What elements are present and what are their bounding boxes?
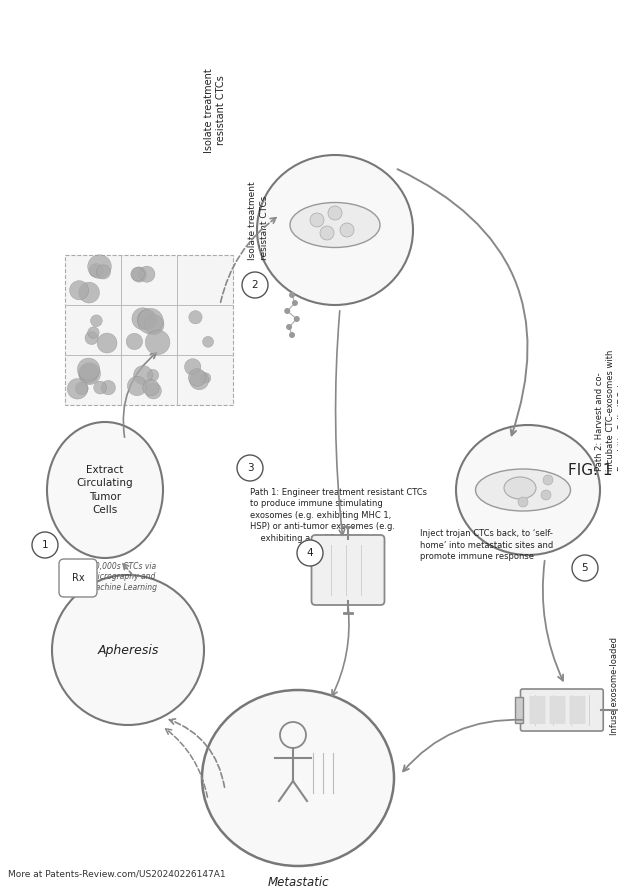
Text: 4: 4 bbox=[307, 548, 313, 558]
Circle shape bbox=[147, 369, 159, 381]
Circle shape bbox=[32, 532, 58, 558]
Text: 10,000s CTCs via
Micrography and
Machine Learning: 10,000s CTCs via Micrography and Machine… bbox=[89, 562, 157, 591]
FancyBboxPatch shape bbox=[530, 696, 546, 724]
Circle shape bbox=[286, 324, 292, 330]
Circle shape bbox=[143, 379, 159, 396]
Ellipse shape bbox=[456, 425, 600, 555]
Circle shape bbox=[79, 365, 98, 383]
Circle shape bbox=[88, 327, 99, 338]
Text: 5: 5 bbox=[582, 563, 588, 573]
Text: 3: 3 bbox=[247, 463, 253, 473]
Text: FIG. 1: FIG. 1 bbox=[568, 463, 612, 478]
Circle shape bbox=[518, 497, 528, 507]
Ellipse shape bbox=[290, 202, 380, 248]
Circle shape bbox=[201, 373, 211, 383]
FancyBboxPatch shape bbox=[570, 696, 585, 724]
Text: Infuse exosome-loaded
DCs back to the patient: Infuse exosome-loaded DCs back to the pa… bbox=[610, 635, 618, 734]
FancyBboxPatch shape bbox=[65, 255, 233, 405]
Circle shape bbox=[133, 366, 153, 385]
Circle shape bbox=[131, 267, 145, 281]
Circle shape bbox=[237, 455, 263, 481]
FancyBboxPatch shape bbox=[515, 697, 522, 724]
Circle shape bbox=[572, 555, 598, 581]
Circle shape bbox=[101, 380, 116, 395]
Circle shape bbox=[289, 332, 295, 338]
Circle shape bbox=[289, 292, 295, 298]
Circle shape bbox=[127, 377, 146, 396]
Text: More at Patents-Review.com/US20240226147A1: More at Patents-Review.com/US20240226147… bbox=[8, 869, 226, 878]
Circle shape bbox=[294, 316, 300, 322]
FancyBboxPatch shape bbox=[520, 689, 603, 731]
Circle shape bbox=[190, 370, 209, 390]
Circle shape bbox=[126, 333, 143, 350]
Circle shape bbox=[145, 383, 161, 399]
Text: 2: 2 bbox=[252, 280, 258, 290]
Circle shape bbox=[96, 265, 111, 279]
Circle shape bbox=[77, 358, 99, 380]
Circle shape bbox=[78, 362, 101, 385]
Circle shape bbox=[70, 281, 89, 300]
FancyBboxPatch shape bbox=[311, 535, 384, 605]
Ellipse shape bbox=[475, 469, 570, 511]
Text: resistant CTCs: resistant CTCs bbox=[260, 195, 269, 260]
Circle shape bbox=[137, 310, 157, 329]
Circle shape bbox=[284, 308, 290, 314]
Text: Apheresis: Apheresis bbox=[97, 644, 159, 656]
Circle shape bbox=[97, 333, 117, 353]
Circle shape bbox=[138, 308, 163, 334]
Circle shape bbox=[320, 226, 334, 240]
Circle shape bbox=[139, 266, 155, 282]
Circle shape bbox=[340, 223, 354, 237]
Text: Metastatic
Cancer: Metastatic Cancer bbox=[267, 876, 329, 888]
Circle shape bbox=[185, 359, 201, 375]
Ellipse shape bbox=[202, 690, 394, 866]
FancyBboxPatch shape bbox=[549, 696, 565, 724]
Text: Path 1: Engineer treatment resistant CTCs
to produce immune stimulating
exosomes: Path 1: Engineer treatment resistant CTC… bbox=[250, 488, 427, 543]
Circle shape bbox=[242, 272, 268, 298]
Circle shape bbox=[292, 300, 298, 306]
Text: Rx: Rx bbox=[72, 573, 84, 583]
FancyBboxPatch shape bbox=[59, 559, 97, 597]
Text: Path 2: Harvest and co-
incubate CTC-exosomes with
Dendritic Cells (DCs).: Path 2: Harvest and co- incubate CTC-exo… bbox=[595, 350, 618, 472]
Circle shape bbox=[189, 311, 202, 324]
Circle shape bbox=[145, 330, 170, 354]
Circle shape bbox=[78, 282, 99, 303]
Text: Isolate treatment: Isolate treatment bbox=[248, 181, 257, 260]
Text: Extract
Circulating
Tumor
Cells: Extract Circulating Tumor Cells bbox=[77, 465, 133, 515]
Ellipse shape bbox=[504, 477, 536, 499]
Circle shape bbox=[89, 264, 103, 277]
Ellipse shape bbox=[52, 575, 204, 725]
Circle shape bbox=[88, 255, 111, 279]
Ellipse shape bbox=[47, 422, 163, 558]
Circle shape bbox=[90, 315, 102, 327]
Text: Inject trojan CTCs back, to ‘self-
home’ into metastatic sites and
promote immun: Inject trojan CTCs back, to ‘self- home’… bbox=[420, 529, 553, 561]
Circle shape bbox=[310, 213, 324, 227]
Circle shape bbox=[188, 369, 206, 386]
Circle shape bbox=[132, 308, 154, 329]
Text: Isolate treatment
resistant CTCs: Isolate treatment resistant CTCs bbox=[204, 68, 226, 153]
Circle shape bbox=[67, 378, 88, 399]
Circle shape bbox=[132, 267, 146, 282]
Circle shape bbox=[328, 206, 342, 220]
Circle shape bbox=[144, 315, 164, 335]
Circle shape bbox=[203, 337, 213, 347]
Circle shape bbox=[85, 331, 98, 345]
Ellipse shape bbox=[257, 155, 413, 305]
Circle shape bbox=[541, 490, 551, 500]
Circle shape bbox=[297, 540, 323, 566]
Circle shape bbox=[94, 381, 107, 394]
Circle shape bbox=[75, 382, 88, 395]
Circle shape bbox=[543, 475, 553, 485]
Text: 1: 1 bbox=[41, 540, 48, 550]
